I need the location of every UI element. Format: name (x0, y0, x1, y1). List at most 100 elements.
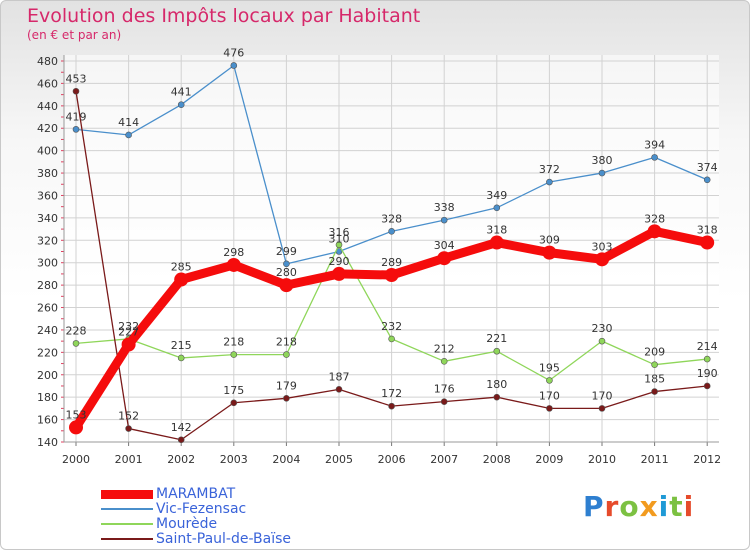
series-saint-paul-de-baise (72, 87, 711, 444)
data-label-saint-paul-de-baise: 142 (171, 421, 192, 434)
logo-letter: P (583, 490, 605, 523)
x-tick-label: 2008 (483, 453, 511, 466)
data-label-marambat: 153 (66, 408, 87, 421)
data-point-saint-paul-de-baise (335, 386, 343, 393)
data-label-vic-fezensac: 338 (434, 201, 455, 214)
data-point-saint-paul-de-baise (72, 87, 80, 95)
data-point-vic-fezensac (546, 178, 553, 186)
y-tick-label: 460 (37, 77, 58, 90)
y-tick-label: 360 (37, 189, 58, 202)
data-label-mourede: 195 (539, 361, 560, 374)
data-label-vic-fezensac: 374 (697, 161, 718, 174)
data-point-marambat (489, 235, 504, 250)
data-point-vic-fezensac (388, 228, 395, 235)
data-label-vic-fezensac: 441 (171, 86, 192, 99)
data-point-vic-fezensac (440, 216, 448, 224)
series-vic-fezensac (72, 62, 711, 268)
data-point-vic-fezensac (651, 154, 658, 161)
logo-letter: i (658, 490, 670, 523)
data-point-marambat (437, 251, 452, 266)
data-point-vic-fezensac (493, 204, 501, 212)
data-point-vic-fezensac (125, 131, 132, 139)
data-label-marambat: 328 (644, 212, 665, 225)
data-point-saint-paul-de-baise (598, 405, 606, 412)
data-point-saint-paul-de-baise (125, 425, 132, 432)
data-point-marambat (332, 266, 346, 281)
data-label-mourede: 232 (381, 320, 402, 333)
data-point-marambat (226, 257, 241, 272)
x-tick-label: 2004 (272, 453, 300, 466)
data-point-vic-fezensac (283, 260, 290, 268)
data-label-vic-fezensac: 349 (486, 189, 507, 202)
proxiti-logo: Proxiti (583, 490, 694, 523)
data-point-mourede (651, 361, 658, 368)
y-tick-label: 300 (37, 257, 58, 270)
data-label-marambat: 280 (276, 266, 297, 279)
data-point-marambat (700, 235, 715, 250)
y-tick-label: 400 (37, 145, 58, 158)
chart-subtitle: (en € et par an) (27, 28, 122, 42)
y-tick-label: 440 (37, 100, 58, 113)
data-point-mourede (546, 377, 553, 384)
data-point-mourede (440, 358, 448, 365)
data-point-mourede (72, 340, 80, 347)
data-point-marambat (542, 245, 557, 260)
legend-item-saint-paul-de-baise: Saint-Paul-de-Baïse (101, 531, 291, 547)
y-tick-label: 260 (37, 302, 58, 315)
y-tick-label: 480 (37, 55, 58, 68)
data-label-saint-paul-de-baise: 152 (118, 410, 139, 423)
x-tick-label: 2009 (535, 453, 563, 466)
series-marambat (69, 224, 715, 435)
y-tick-label: 240 (37, 324, 58, 337)
data-point-saint-paul-de-baise (493, 393, 501, 401)
data-label-mourede: 228 (66, 324, 87, 337)
data-label-vic-fezensac: 310 (329, 233, 350, 246)
data-point-vic-fezensac (703, 176, 711, 184)
y-tick-label: 160 (37, 414, 58, 427)
data-point-saint-paul-de-baise (283, 394, 290, 402)
y-tick-label: 280 (37, 279, 58, 292)
legend-swatch-marambat (101, 489, 153, 499)
data-label-marambat: 289 (381, 256, 402, 269)
data-point-marambat (595, 252, 609, 267)
legend-label-marambat: MARAMBAT (156, 486, 236, 502)
data-point-marambat (647, 224, 662, 239)
legend-label-mourede: Mourède (156, 516, 218, 532)
logo-letter: t (669, 490, 684, 523)
data-label-mourede: 230 (592, 322, 613, 335)
chart-title: Evolution des Impôts locaux par Habitant (27, 5, 421, 27)
data-label-mourede: 232 (118, 320, 139, 333)
data-point-marambat (174, 272, 189, 287)
data-point-saint-paul-de-baise (440, 398, 448, 405)
data-point-mourede (335, 241, 343, 249)
data-point-vic-fezensac (177, 101, 185, 109)
data-point-marambat (121, 337, 136, 352)
y-tick-label: 140 (37, 436, 58, 449)
legend-item-vic-fezensac: Vic-Fezensac (101, 501, 246, 517)
data-label-mourede: 316 (329, 226, 350, 239)
data-point-saint-paul-de-baise (546, 405, 553, 412)
data-point-saint-paul-de-baise (388, 402, 395, 410)
y-tick-label: 220 (37, 346, 58, 359)
data-label-vic-fezensac: 372 (539, 163, 560, 176)
data-label-vic-fezensac: 299 (276, 245, 297, 258)
data-point-saint-paul-de-baise (230, 399, 238, 407)
data-label-mourede: 215 (171, 339, 192, 352)
data-label-marambat: 298 (223, 246, 244, 259)
y-tick-label: 380 (37, 167, 58, 180)
data-label-vic-fezensac: 476 (223, 46, 244, 59)
data-point-mourede (703, 355, 711, 363)
data-point-saint-paul-de-baise (651, 388, 658, 395)
data-label-saint-paul-de-baise: 453 (66, 72, 87, 85)
data-point-marambat (384, 268, 399, 283)
logo-letter: i (683, 490, 695, 523)
data-label-vic-fezensac: 328 (381, 212, 402, 225)
data-label-saint-paul-de-baise: 170 (539, 389, 560, 402)
data-label-saint-paul-de-baise: 179 (276, 379, 297, 392)
data-label-mourede: 214 (697, 340, 718, 353)
data-label-vic-fezensac: 414 (118, 116, 139, 129)
y-tick-label: 320 (37, 234, 58, 247)
legend-swatch-vic-fezensac (101, 508, 153, 510)
logo-letter: r (604, 490, 620, 523)
